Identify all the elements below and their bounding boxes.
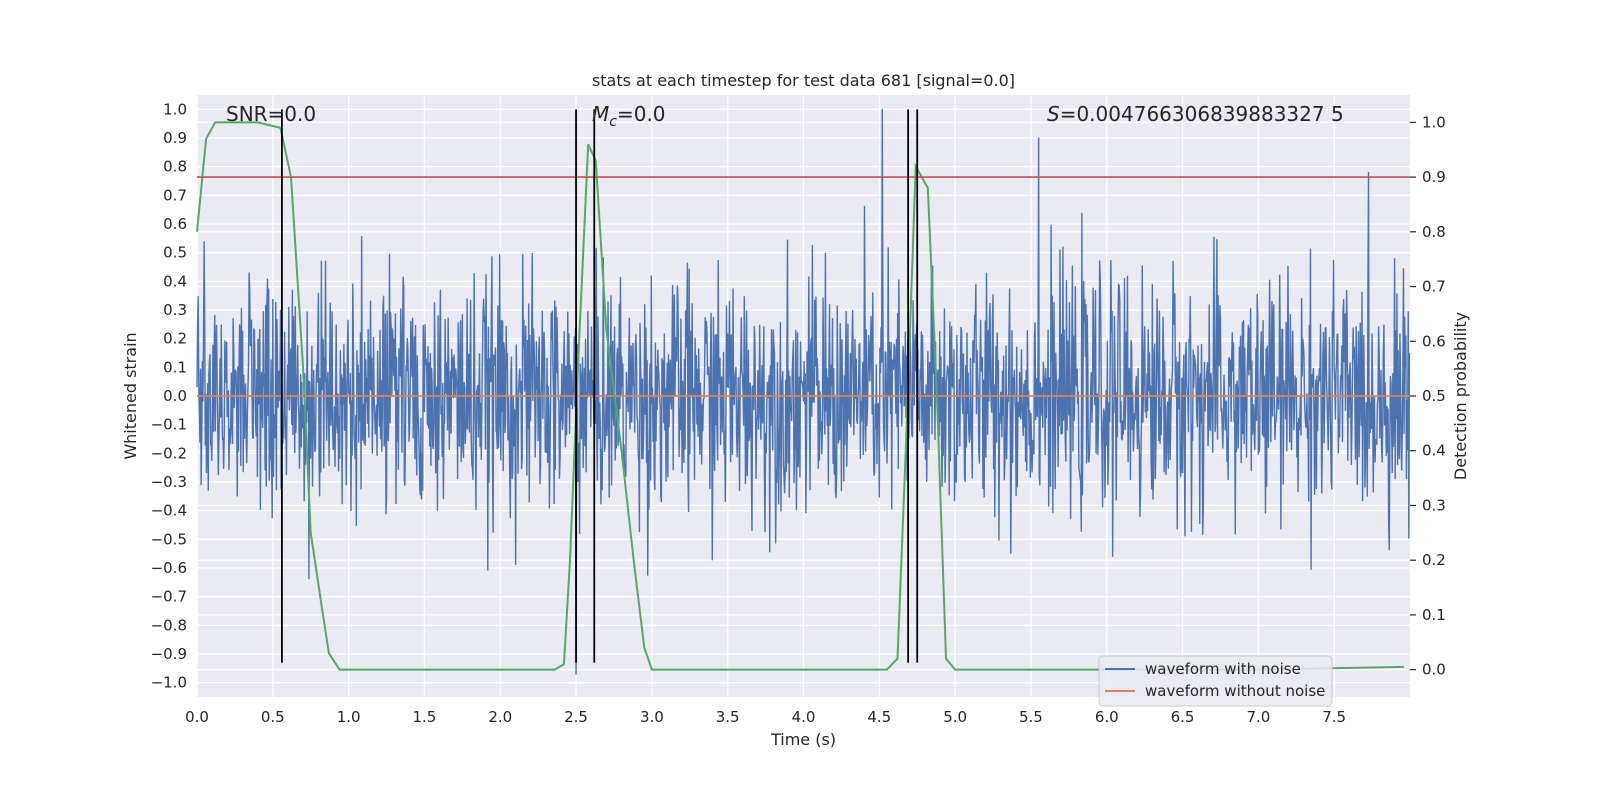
annotation-s: S=0.004766306839883327 5: [1047, 102, 1344, 126]
x-tick-label: 5.5: [1019, 708, 1043, 726]
y-tick-label-left: 0.2: [163, 330, 187, 348]
x-tick-label: 2.5: [564, 708, 588, 726]
y-tick-label-right: 0.9: [1422, 168, 1446, 186]
y-tick-label-right: 0.5: [1422, 387, 1446, 405]
y-tick-label-left: −0.6: [151, 559, 187, 577]
y-tick-label-left: −0.8: [151, 616, 187, 634]
y-tick-label-left: −0.7: [151, 588, 187, 606]
x-tick-label: 5.0: [943, 708, 967, 726]
y-tick-label-left: 0.3: [163, 301, 187, 319]
y-tick-label-left: −0.3: [151, 473, 187, 491]
series-detection-probability: [196, 121, 1404, 671]
y-tick-label-left: −0.2: [151, 444, 187, 462]
y-axis-label-right: Detection probability: [1451, 312, 1470, 480]
y-tick-label-right: 0.4: [1422, 442, 1446, 460]
y-axis-label-left: Whitened strain: [121, 332, 140, 459]
x-tick-label: 3.5: [716, 708, 740, 726]
legend-box: [1098, 655, 1333, 707]
y-tick-label-left: 0.5: [163, 244, 187, 262]
x-tick-label: 7.0: [1246, 708, 1270, 726]
y-tick-label-right: 0.8: [1422, 223, 1446, 241]
detection-probability-line: [196, 121, 1404, 671]
x-tick-label: 0.0: [185, 708, 209, 726]
y-tick-label-left: −0.9: [151, 645, 187, 663]
vertical-markers: [281, 109, 919, 663]
y-tick-label-left: 0.4: [163, 272, 187, 290]
y-tick-label-left: −1.0: [151, 674, 187, 692]
y-tick-label-left: 0.8: [163, 158, 187, 176]
annotation-chirp-mass-value: =0.0: [617, 102, 666, 126]
x-tick-label: 1.0: [337, 708, 361, 726]
annotation-s-value: =0.004766306839883327 5: [1060, 102, 1344, 126]
x-tick-label: 6.0: [1095, 708, 1119, 726]
x-axis-label: Time (s): [770, 730, 836, 749]
y-tick-label-left: 0.9: [163, 129, 187, 147]
y-tick-label-right: 0.7: [1422, 278, 1446, 296]
y-tick-label-left: −0.1: [151, 416, 187, 434]
y-tick-label-right: 0.3: [1422, 496, 1446, 514]
legend: waveform with noise waveform without noi…: [1098, 655, 1333, 707]
y-tick-label-right: 0.2: [1422, 551, 1446, 569]
y-tick-label-left: −0.5: [151, 530, 187, 548]
y-tick-label-left: 0.1: [163, 358, 187, 376]
x-tick-label: 0.5: [261, 708, 285, 726]
legend-label-noise: waveform with noise: [1145, 660, 1301, 678]
y-tick-label-right: 0.0: [1422, 661, 1446, 679]
y-tick-label-left: 0.7: [163, 186, 187, 204]
chart-title: stats at each timestep for test data 681…: [592, 71, 1015, 90]
y-tick-label-left: 1.0: [163, 100, 187, 118]
y-tick-label-right: 1.0: [1422, 113, 1446, 131]
y-tick-label-right: 0.1: [1422, 606, 1446, 624]
x-tick-label: 7.5: [1322, 708, 1346, 726]
annotation-s-symbol: S: [1047, 102, 1060, 126]
x-tick-label: 2.0: [488, 708, 512, 726]
y-tick-label-left: −0.4: [151, 502, 187, 520]
annotation-chirp-mass-subscript: c: [609, 114, 617, 130]
axes: 0.0 0.5 1.0 1.5 2.0 2.5 3.0 3.5 4.0 4.5 5.0 5.5 6.0 6…: [151, 100, 1446, 726]
annotation-snr: SNR=0.0: [226, 102, 316, 126]
legend-label-clean: waveform without noise: [1145, 682, 1325, 700]
x-tick-label: 4.5: [867, 708, 891, 726]
y-tick-label-left: 0.6: [163, 215, 187, 233]
x-tick-label: 6.5: [1171, 708, 1195, 726]
y-tick-label-right: 0.6: [1422, 332, 1446, 350]
annotation-chirp-mass-symbol: M: [592, 102, 609, 126]
y-tick-label-left: 0.0: [163, 387, 187, 405]
x-tick-label: 1.5: [413, 708, 437, 726]
annotation-chirp-mass: Mc=0.0: [592, 102, 666, 130]
x-tick-label: 4.0: [792, 708, 816, 726]
x-tick-label: 3.0: [640, 708, 664, 726]
